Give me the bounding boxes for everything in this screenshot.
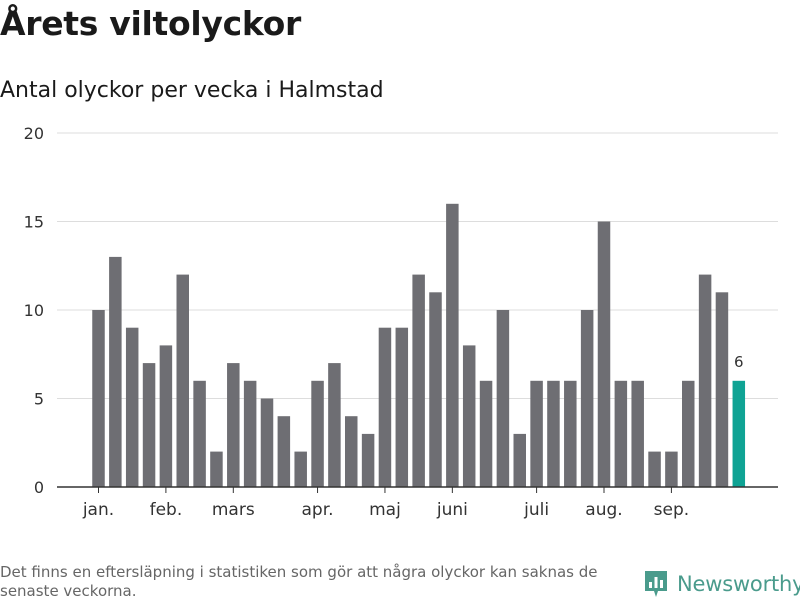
x-tick-label: maj — [369, 500, 401, 520]
bar — [125, 327, 139, 487]
x-tick-label: jan. — [82, 500, 114, 520]
bar — [227, 363, 240, 487]
bar — [682, 380, 695, 487]
bars — [92, 203, 746, 488]
brand-logo: Newsworthy — [643, 569, 800, 599]
x-tick-label: juli — [523, 500, 549, 520]
y-tick-label: 20 — [24, 124, 44, 143]
data-label: 6 — [734, 353, 744, 371]
bar — [732, 380, 746, 487]
bar — [395, 327, 409, 487]
bar — [378, 327, 392, 487]
chart-subtitle: Antal olyckor per vecka i Halmstad — [0, 78, 384, 103]
y-axis-ticks: 0 5 10 15 20 — [24, 124, 44, 497]
bar — [429, 292, 442, 487]
bar — [277, 416, 291, 487]
bar — [513, 433, 526, 487]
bar — [665, 451, 678, 487]
bar — [142, 363, 156, 487]
bar — [328, 363, 341, 487]
bar — [193, 380, 206, 487]
bar — [530, 380, 543, 487]
x-tick-label: feb. — [150, 500, 183, 520]
bar — [109, 256, 122, 487]
x-axis: jan. feb. mars apr. maj juni juli aug. sep. — [57, 486, 778, 520]
bar — [631, 380, 644, 487]
bar — [412, 274, 425, 487]
bar — [361, 433, 375, 487]
bar — [311, 380, 324, 487]
bar — [243, 380, 257, 487]
bar — [479, 380, 493, 487]
y-tick-label: 0 — [34, 478, 44, 497]
y-tick-label: 10 — [24, 301, 44, 320]
bar — [597, 221, 611, 487]
x-tick-label: sep. — [654, 500, 690, 520]
bar — [715, 292, 729, 487]
footnote: Det finns en eftersläpning i statistiken… — [0, 563, 598, 600]
bar — [614, 380, 628, 487]
bar — [345, 416, 358, 487]
bar — [698, 274, 712, 487]
bar — [294, 451, 307, 487]
brand-name: Newsworthy — [677, 572, 800, 596]
x-tick-label: mars — [212, 500, 255, 520]
chart-title: Årets viltolyckor — [0, 4, 301, 43]
bar — [496, 310, 510, 487]
x-tick-label: aug. — [585, 500, 622, 520]
bar — [564, 380, 577, 487]
bar — [462, 345, 476, 487]
bar — [547, 380, 560, 487]
bar — [92, 310, 105, 487]
y-tick-label: 15 — [24, 213, 44, 232]
bar — [159, 345, 173, 487]
bar — [210, 451, 223, 487]
x-tick-label: juni — [436, 500, 468, 520]
y-tick-label: 5 — [34, 390, 44, 409]
bar — [648, 451, 661, 487]
bar — [446, 203, 459, 488]
bar — [260, 398, 274, 487]
x-tick-label: apr. — [302, 500, 334, 520]
bar — [176, 274, 189, 487]
bar-chart: 0 5 10 15 20 jan. feb. mars apr. maj juni juli aug.… — [24, 124, 778, 520]
newsworthy-logo-icon — [645, 571, 667, 597]
data-labels: 6 — [734, 353, 744, 371]
bar — [580, 310, 594, 487]
